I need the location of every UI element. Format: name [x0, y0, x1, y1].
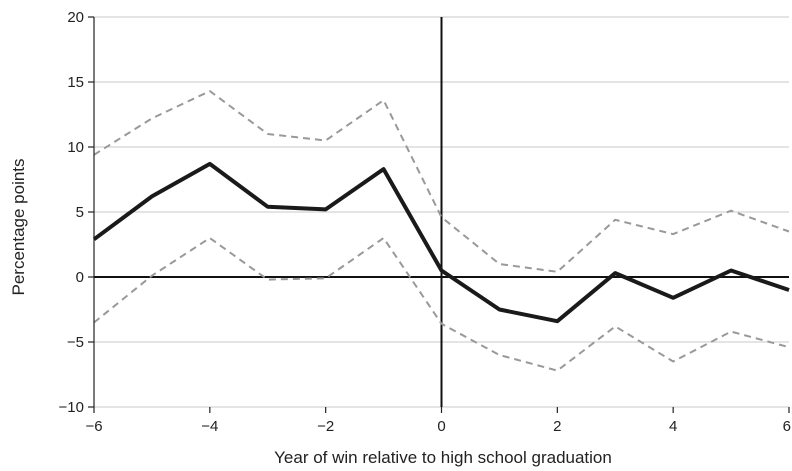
x-tick-label: 4 — [669, 418, 677, 435]
x-tick-label: −2 — [317, 418, 334, 435]
axes — [88, 16, 790, 413]
y-tick-label: −10 — [59, 399, 84, 416]
x-tick-label: 6 — [783, 418, 791, 435]
series-line-estimate — [92, 161, 790, 324]
y-axis-title: Percentage points — [9, 158, 28, 295]
series-group — [92, 90, 790, 372]
x-tick-label: 2 — [553, 418, 561, 435]
reference-lines — [94, 17, 789, 407]
x-axis-title: Year of win relative to high school grad… — [274, 448, 612, 467]
y-tick-label: 10 — [67, 139, 84, 156]
x-tick-label: 0 — [437, 418, 445, 435]
y-tick-label: 20 — [67, 9, 84, 26]
y-tick-label: 5 — [76, 204, 84, 221]
y-tick-label: 0 — [76, 269, 84, 286]
tick-labels: −10 −5 0 5 10 15 20 −6 −4 −2 0 2 4 6 — [59, 9, 791, 435]
series-line-upper-bound — [93, 90, 790, 273]
x-tick-label: −4 — [201, 418, 218, 435]
series-line-lower-bound — [93, 237, 790, 372]
x-tick-label: −6 — [85, 418, 102, 435]
y-tick-label: −5 — [67, 334, 84, 351]
y-tick-label: 15 — [67, 74, 84, 91]
